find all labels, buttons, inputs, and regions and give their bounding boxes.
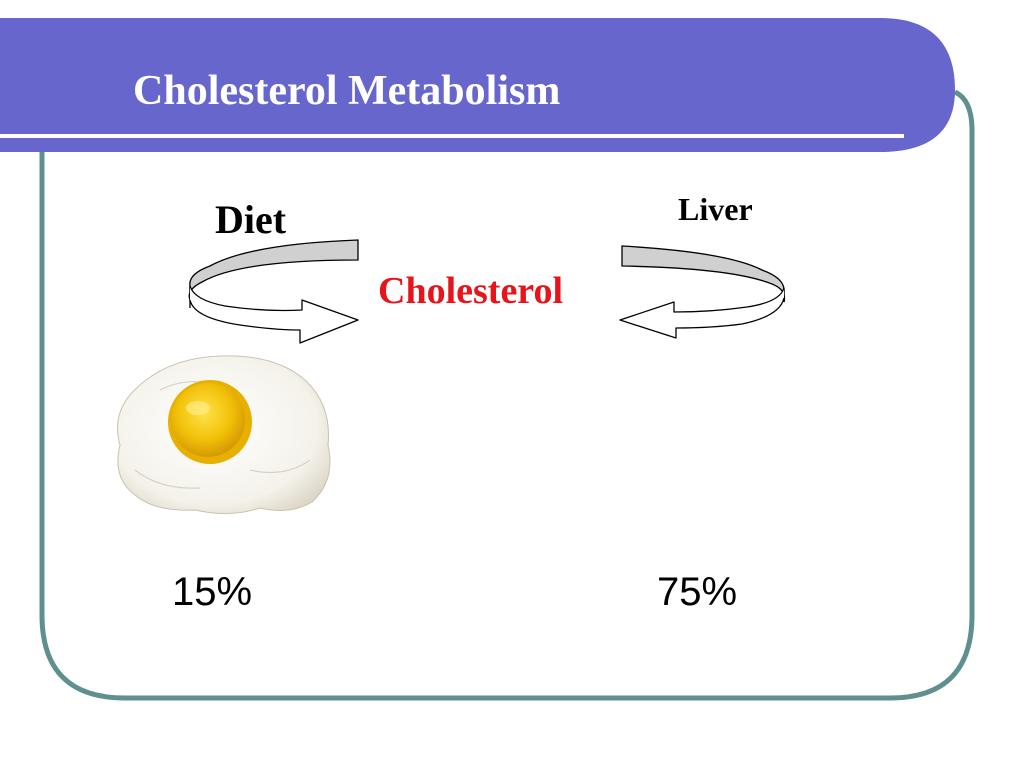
liver-label: Liver	[678, 191, 753, 227]
diet-percent: 15%	[172, 570, 253, 614]
content-border	[39, 89, 975, 701]
curved-arrow-right-icon	[188, 239, 359, 344]
title-bar	[0, 18, 955, 152]
liver-percent: 75%	[657, 570, 738, 614]
diet-label: Diet	[215, 197, 287, 242]
curved-arrow-left-icon	[619, 245, 786, 339]
fried-egg-image	[117, 355, 331, 515]
page-title: Cholesterol Metabolism	[133, 68, 561, 114]
cholesterol-label: Cholesterol	[378, 270, 564, 312]
